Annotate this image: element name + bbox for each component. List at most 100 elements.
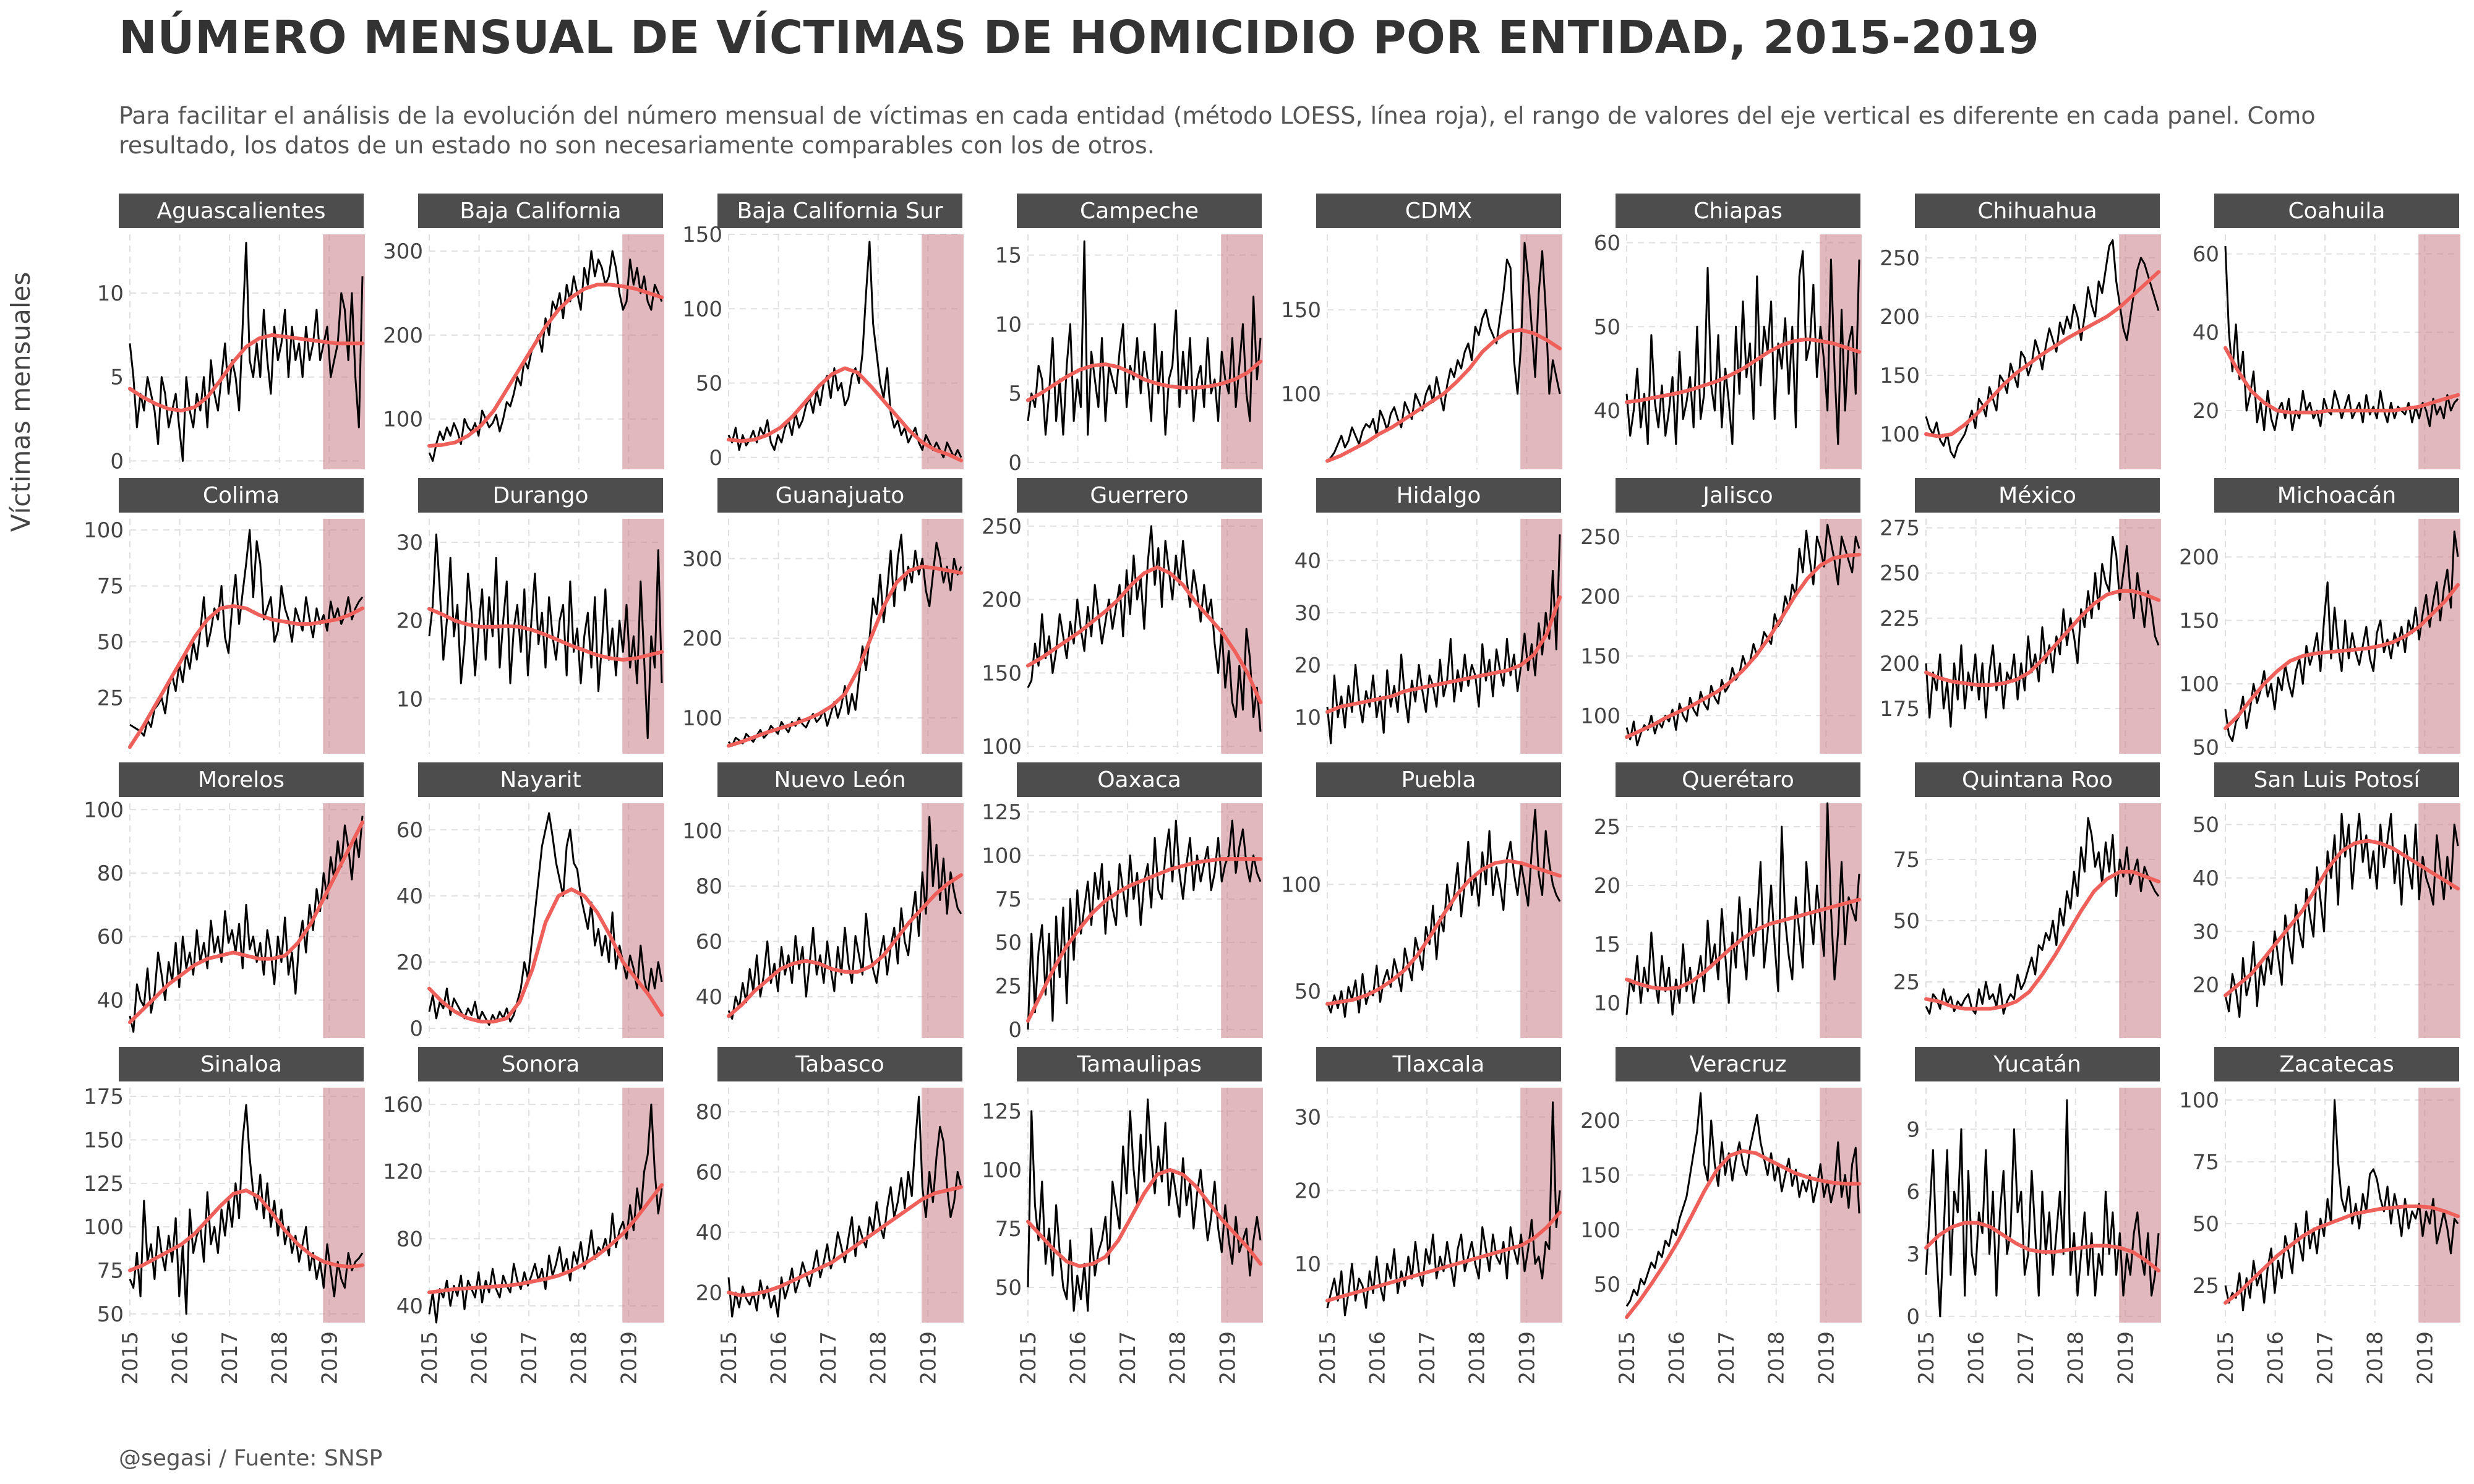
y-tick-label: 40 bbox=[396, 1294, 423, 1319]
y-tick-label: 80 bbox=[696, 874, 722, 899]
y-tick-label: 50 bbox=[1893, 909, 1920, 934]
panel-title: Nuevo León bbox=[774, 767, 905, 793]
y-tick-label: 15 bbox=[995, 244, 1022, 268]
loess-trend-line bbox=[427, 283, 664, 448]
y-tick-label: 10 bbox=[995, 312, 1022, 337]
highlight-band bbox=[622, 803, 664, 1038]
y-tick-label: 150 bbox=[2179, 608, 2219, 633]
x-tick-label: 2016 bbox=[1366, 1331, 1390, 1385]
y-tick-label: 75 bbox=[1893, 848, 1920, 872]
x-tick-label: 2017 bbox=[218, 1331, 242, 1385]
loess-trend-line bbox=[727, 873, 963, 1018]
y-tick-label: 60 bbox=[396, 818, 423, 843]
loess-trend-line bbox=[128, 604, 364, 749]
y-tick-label: 0 bbox=[709, 446, 722, 471]
panel-chiapas: Chiapas 40 50 60 bbox=[1594, 194, 1862, 469]
y-tick-label: 200 bbox=[1880, 305, 1920, 330]
panel-title: Morelos bbox=[198, 767, 285, 793]
highlight-band bbox=[922, 1088, 964, 1323]
highlight-band bbox=[1221, 803, 1263, 1038]
loess-trend-line bbox=[128, 820, 364, 1025]
panel-title: Yucatán bbox=[1993, 1052, 2081, 1077]
y-tick-label: 60 bbox=[1594, 231, 1620, 256]
panel-strip bbox=[1017, 478, 1262, 513]
y-tick-label: 0 bbox=[409, 1017, 423, 1041]
monthly-victims-line bbox=[428, 1103, 663, 1324]
panel-title: Michoacán bbox=[2277, 483, 2396, 508]
panel-title: Aguascalientes bbox=[157, 198, 326, 224]
panel-sinaloa: Sinaloa 50 75 100 125 150 175 2015 2016 2017 2018 2… bbox=[83, 1047, 365, 1385]
y-tick-label: 40 bbox=[97, 988, 124, 1013]
y-tick-label: 60 bbox=[696, 1160, 722, 1185]
highlight-band bbox=[2418, 234, 2460, 469]
y-tick-label: 40 bbox=[2193, 320, 2219, 345]
y-tick-label: 125 bbox=[982, 1099, 1022, 1124]
y-tick-label: 100 bbox=[1580, 704, 1620, 728]
monthly-victims-line bbox=[1625, 524, 1860, 746]
y-tick-label: 100 bbox=[83, 1215, 124, 1240]
monthly-victims-line bbox=[727, 1096, 962, 1318]
y-tick-label: 150 bbox=[682, 223, 722, 247]
monthly-victims-line bbox=[1027, 525, 1262, 732]
y-tick-label: 50 bbox=[97, 630, 124, 655]
x-tick-label: 2017 bbox=[1415, 1331, 1440, 1385]
panel-strip bbox=[119, 194, 364, 228]
panel-title: Tlaxcala bbox=[1392, 1052, 1485, 1077]
y-tick-label: 80 bbox=[396, 1227, 423, 1252]
loess-trend-line bbox=[128, 333, 364, 412]
highlight-band bbox=[2119, 1088, 2161, 1323]
x-tick-label: 2015 bbox=[417, 1331, 442, 1385]
x-tick-label: 2017 bbox=[1116, 1331, 1141, 1385]
loess-trend-line bbox=[2224, 582, 2460, 730]
loess-trend-line bbox=[1026, 1168, 1262, 1268]
y-tick-label: 25 bbox=[2193, 1274, 2219, 1298]
panel-strip bbox=[119, 478, 364, 513]
y-tick-label: 50 bbox=[995, 1276, 1022, 1300]
y-axis-label: Víctimas mensuales bbox=[6, 272, 36, 532]
loess-trend-line bbox=[1325, 1210, 1562, 1303]
panel-baja-california-sur: Baja California Sur 0 50 100 150 bbox=[682, 194, 964, 471]
y-tick-label: 100 bbox=[2179, 1088, 2219, 1113]
y-tick-label: 50 bbox=[97, 1302, 124, 1327]
y-tick-label: 100 bbox=[682, 819, 722, 844]
y-tick-label: 175 bbox=[83, 1085, 124, 1109]
x-tick-label: 2016 bbox=[168, 1331, 193, 1385]
chart-title: NÚMERO MENSUAL DE VÍCTIMAS DE HOMICIDIO … bbox=[119, 11, 2040, 64]
y-tick-label: 100 bbox=[1580, 1218, 1620, 1243]
y-tick-label: 100 bbox=[1281, 382, 1321, 407]
loess-trend-line bbox=[427, 887, 664, 1024]
panel-title: Quintana Roo bbox=[1962, 767, 2113, 793]
y-tick-label: 200 bbox=[1580, 1109, 1620, 1133]
panel-title: Baja California Sur bbox=[737, 198, 943, 224]
panel-strip bbox=[1616, 478, 1860, 513]
monthly-victims-line bbox=[129, 1104, 364, 1315]
loess-trend-line bbox=[1625, 552, 1861, 739]
y-tick-label: 30 bbox=[396, 531, 423, 555]
y-tick-label: 200 bbox=[383, 323, 423, 348]
panel-title: Tamaulipas bbox=[1076, 1052, 1202, 1077]
x-tick-label: 2015 bbox=[1316, 1331, 1340, 1385]
y-tick-label: 60 bbox=[696, 930, 722, 955]
panel-title: Guerrero bbox=[1090, 483, 1188, 508]
panel-title: CDMX bbox=[1405, 198, 1473, 224]
y-tick-label: 300 bbox=[682, 547, 722, 571]
y-tick-label: 5 bbox=[1008, 382, 1022, 406]
y-tick-label: 15 bbox=[1594, 932, 1620, 957]
y-tick-label: 25 bbox=[1893, 970, 1920, 995]
y-tick-label: 0 bbox=[110, 449, 124, 474]
y-tick-label: 200 bbox=[1580, 584, 1620, 609]
monthly-victims-line bbox=[2224, 1099, 2459, 1311]
panel-baja-california: Baja California 100 200 300 bbox=[383, 194, 664, 469]
y-tick-label: 100 bbox=[383, 407, 423, 432]
highlight-band bbox=[323, 519, 365, 754]
panel-queretaro: Querétaro 10 15 20 25 bbox=[1594, 762, 1862, 1038]
panel-strip bbox=[2214, 478, 2459, 513]
y-tick-label: 200 bbox=[2179, 545, 2219, 570]
y-tick-label: 10 bbox=[1295, 1252, 1321, 1277]
monthly-victims-line bbox=[1925, 1099, 2160, 1318]
x-tick-label: 2019 bbox=[1814, 1331, 1839, 1385]
panel-chihuahua: Chihuahua 100 150 200 250 bbox=[1880, 194, 2161, 469]
panel-nayarit: Nayarit 0 20 40 60 bbox=[396, 762, 664, 1041]
panel-title: Zacatecas bbox=[2279, 1052, 2394, 1077]
panel-title: Tabasco bbox=[795, 1052, 884, 1077]
